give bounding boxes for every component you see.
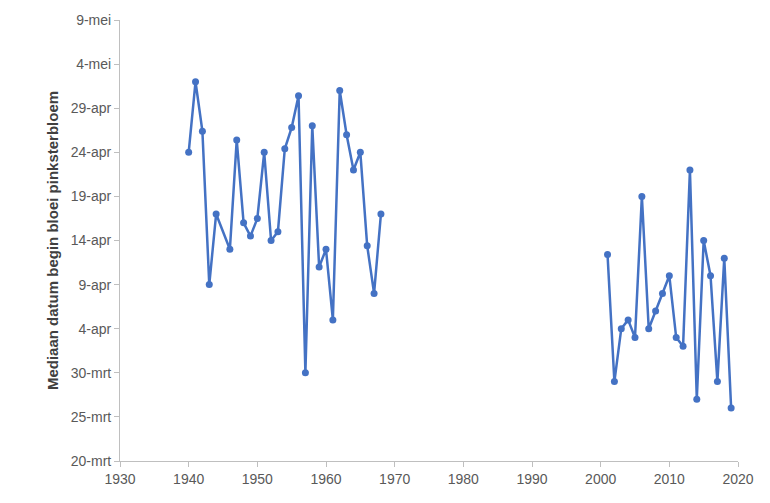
svg-text:1930: 1930 bbox=[104, 471, 135, 487]
svg-text:1960: 1960 bbox=[310, 471, 341, 487]
svg-text:1940: 1940 bbox=[173, 471, 204, 487]
svg-text:1970: 1970 bbox=[379, 471, 410, 487]
svg-text:4-apr: 4-apr bbox=[79, 321, 112, 337]
svg-text:29-apr: 29-apr bbox=[71, 100, 112, 116]
svg-text:4-mei: 4-mei bbox=[76, 56, 111, 72]
svg-text:9-mei: 9-mei bbox=[76, 12, 111, 28]
svg-text:14-apr: 14-apr bbox=[71, 232, 112, 248]
svg-text:1980: 1980 bbox=[448, 471, 479, 487]
svg-text:30-mrt: 30-mrt bbox=[71, 365, 112, 381]
svg-text:1950: 1950 bbox=[242, 471, 273, 487]
svg-text:24-apr: 24-apr bbox=[71, 144, 112, 160]
svg-text:1990: 1990 bbox=[516, 471, 547, 487]
svg-text:2020: 2020 bbox=[722, 471, 753, 487]
svg-text:25-mrt: 25-mrt bbox=[71, 409, 112, 425]
svg-text:19-apr: 19-apr bbox=[71, 188, 112, 204]
svg-text:20-mrt: 20-mrt bbox=[71, 453, 112, 469]
svg-text:Mediaan datum begin bloei pink: Mediaan datum begin bloei pinksterbloem bbox=[44, 91, 61, 390]
svg-text:9-apr: 9-apr bbox=[79, 277, 112, 293]
svg-text:2000: 2000 bbox=[585, 471, 616, 487]
svg-text:2010: 2010 bbox=[654, 471, 685, 487]
